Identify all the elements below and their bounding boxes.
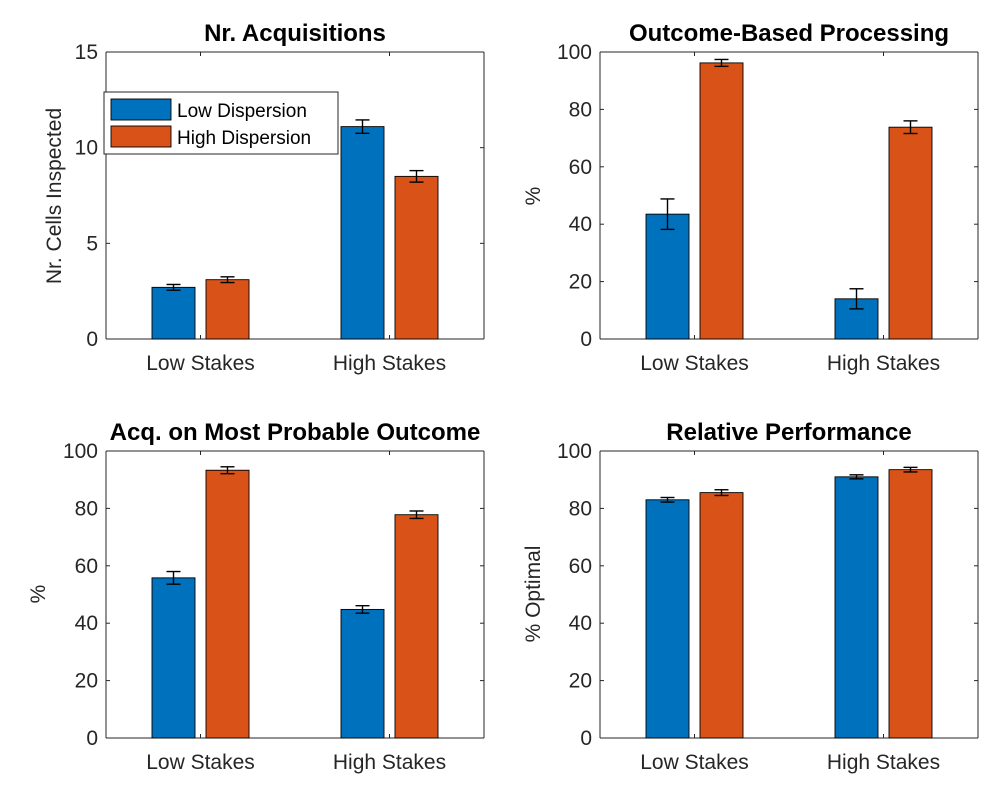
y-axis-label: % bbox=[27, 585, 50, 604]
plot-area: 0 20 40 60 80 100 Low Stakes High Stakes bbox=[63, 440, 485, 774]
plot-area: 0 20 40 60 80 100 Low Stakes High Stakes bbox=[557, 440, 979, 774]
legend-swatch-high-dispersion bbox=[110, 125, 172, 148]
panel-title: Outcome-Based Processing bbox=[629, 20, 949, 47]
bar bbox=[340, 126, 385, 340]
y-tick-label: 20 bbox=[569, 271, 592, 294]
bar bbox=[394, 175, 439, 340]
bar bbox=[394, 514, 439, 739]
legend-label-high-dispersion: High Dispersion bbox=[177, 128, 311, 149]
y-tick-label: 40 bbox=[75, 612, 98, 635]
y-tick-label: 100 bbox=[557, 41, 592, 64]
panel-outcome-based-processing: Outcome-Based Processing % 0 20 40 60 80 100 L… bbox=[522, 20, 979, 375]
y-tick-label: 40 bbox=[569, 612, 592, 635]
y-tick-label: 5 bbox=[86, 232, 98, 255]
x-tick-label: Low Stakes bbox=[640, 751, 749, 774]
panel-nr-acquisitions: Nr. Acquisitions Nr. Cells Inspected 0 5 1… bbox=[43, 20, 485, 375]
bar bbox=[151, 286, 196, 340]
x-tick-label: Low Stakes bbox=[146, 751, 255, 774]
bar bbox=[888, 469, 933, 739]
panel-acq-most-probable-outcome: Acq. on Most Probable Outcome % 0 20 40 60 8… bbox=[27, 419, 485, 774]
plot-area: 0 20 40 60 80 100 Low Stakes High Stakes bbox=[557, 41, 979, 375]
x-tick-label: High Stakes bbox=[333, 751, 446, 774]
panel-title: Nr. Acquisitions bbox=[204, 20, 386, 47]
y-tick-label: 100 bbox=[63, 440, 98, 463]
bar bbox=[205, 279, 250, 340]
y-tick-label: 60 bbox=[75, 555, 98, 578]
bar bbox=[151, 577, 196, 739]
bar bbox=[699, 492, 744, 739]
y-axis-label: % bbox=[522, 187, 545, 206]
x-tick-label: Low Stakes bbox=[640, 352, 749, 375]
bar bbox=[645, 499, 690, 739]
bar bbox=[205, 469, 250, 739]
x-tick-label: High Stakes bbox=[333, 352, 446, 375]
bar bbox=[699, 62, 744, 340]
bar bbox=[645, 213, 690, 340]
y-tick-label: 60 bbox=[569, 555, 592, 578]
y-tick-label: 60 bbox=[569, 156, 592, 179]
y-tick-label: 100 bbox=[557, 440, 592, 463]
x-tick-label: High Stakes bbox=[827, 751, 940, 774]
legend-label-low-dispersion: Low Dispersion bbox=[177, 101, 307, 122]
legend: Low Dispersion High Dispersion bbox=[103, 91, 339, 155]
bar bbox=[340, 608, 385, 739]
y-axis-label: Nr. Cells Inspected bbox=[43, 108, 66, 284]
bar bbox=[834, 476, 879, 739]
y-tick-label: 0 bbox=[580, 727, 592, 750]
y-tick-label: 20 bbox=[569, 670, 592, 693]
panel-relative-performance: Relative Performance % Optimal 0 20 40 60 80… bbox=[522, 419, 979, 774]
y-tick-label: 80 bbox=[569, 98, 592, 121]
y-tick-label: 0 bbox=[86, 328, 98, 351]
y-tick-label: 0 bbox=[580, 328, 592, 351]
y-tick-label: 80 bbox=[75, 497, 98, 520]
y-tick-label: 0 bbox=[86, 727, 98, 750]
plot-area: 0 5 10 15 Low Stakes High Stakes bbox=[75, 41, 485, 375]
y-tick-label: 80 bbox=[569, 497, 592, 520]
panel-title: Relative Performance bbox=[666, 419, 911, 446]
y-tick-label: 15 bbox=[75, 41, 98, 64]
x-tick-label: Low Stakes bbox=[146, 352, 255, 375]
bar bbox=[834, 298, 879, 340]
y-tick-label: 40 bbox=[569, 213, 592, 236]
panel-title: Acq. on Most Probable Outcome bbox=[110, 419, 481, 446]
y-tick-label: 10 bbox=[75, 137, 98, 160]
y-tick-label: 20 bbox=[75, 670, 98, 693]
x-tick-label: High Stakes bbox=[827, 352, 940, 375]
y-axis-label: % Optimal bbox=[522, 546, 545, 643]
bar bbox=[888, 126, 933, 340]
legend-swatch-low-dispersion bbox=[110, 98, 172, 121]
